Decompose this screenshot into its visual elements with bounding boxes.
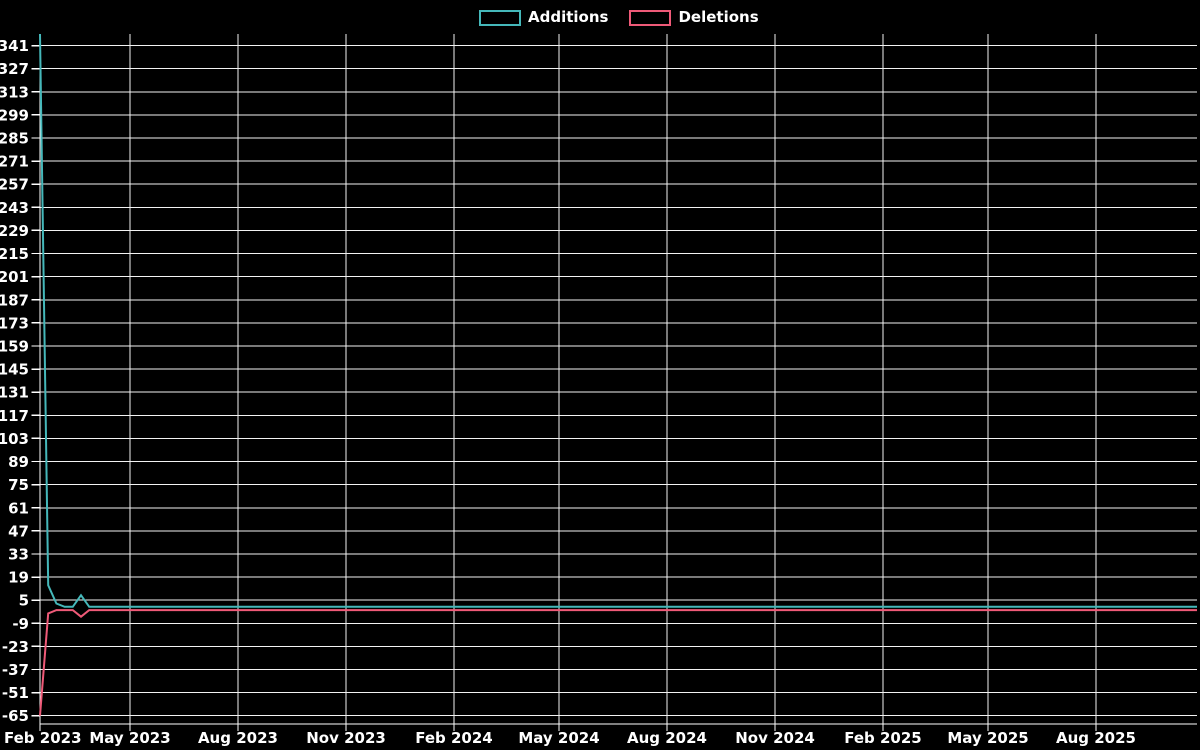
tick-labels: 341 327 313 299 285 271 257 243 229 215 201 187 173 1… [0, 37, 1136, 747]
chart-legend: Additions Deletions [479, 9, 759, 26]
additions-line [39, 33, 1197, 608]
y-tick-label: 285 [0, 129, 29, 147]
axes [39, 34, 1197, 725]
x-tick-label: Nov 2023 [306, 729, 386, 747]
x-tick-label: May 2024 [518, 729, 599, 747]
x-tick-label: Feb 2025 [844, 729, 922, 747]
legend-item-deletions[interactable]: Deletions [629, 8, 759, 26]
y-tick-label: 33 [8, 545, 29, 563]
deletions-line [39, 609, 1197, 716]
y-tick-label: 243 [0, 199, 29, 217]
y-tick-label: 341 [0, 37, 29, 55]
legend-label-deletions: Deletions [678, 8, 759, 26]
y-tick-label: 61 [8, 499, 29, 517]
x-tick-label: Feb 2023 [4, 729, 82, 747]
deletions-swatch [629, 9, 672, 26]
y-tick-label: -65 [2, 707, 29, 725]
x-tick-label: Aug 2024 [627, 729, 707, 747]
y-tick-label: 47 [8, 522, 29, 540]
legend-item-additions[interactable]: Additions [479, 9, 608, 26]
y-tick-label: 201 [0, 268, 29, 286]
y-tick-label: 313 [0, 83, 29, 101]
y-tick-label: 89 [8, 453, 29, 471]
y-tick-label: -51 [2, 684, 29, 702]
y-tick-label: 5 [19, 592, 29, 610]
y-tick-label: 145 [0, 361, 29, 379]
x-tick-label: Feb 2024 [415, 729, 493, 747]
x-tick-label: Nov 2024 [735, 729, 815, 747]
y-tick-label: 327 [0, 60, 29, 78]
y-tick-label: 131 [0, 384, 29, 402]
x-tick-label: Aug 2025 [1056, 729, 1136, 747]
y-tick-label: 187 [0, 291, 29, 309]
additions-swatch [479, 9, 521, 26]
y-tick-label: 75 [8, 476, 29, 494]
y-tick-label: 159 [0, 337, 29, 355]
y-tick-label: 103 [0, 430, 29, 448]
y-tick-label: 229 [0, 222, 29, 240]
y-tick-label: 299 [0, 106, 29, 124]
y-tick-label: 117 [0, 407, 29, 425]
x-tick-label: May 2025 [947, 729, 1028, 747]
x-tick-label: May 2023 [89, 729, 170, 747]
y-tick-label: 257 [0, 176, 29, 194]
y-tick-label: 173 [0, 314, 29, 332]
gridlines [39, 34, 1197, 724]
x-tick-label: Aug 2023 [198, 729, 278, 747]
y-tick-label: 271 [0, 153, 29, 171]
y-tick-label: -23 [2, 638, 29, 656]
y-tick-label: 215 [0, 245, 29, 263]
y-tick-label: -9 [12, 615, 29, 633]
legend-label-additions: Additions [528, 8, 609, 26]
y-tick-label: -37 [2, 661, 29, 679]
tick-marks [31, 44, 1097, 731]
y-tick-label: 19 [8, 569, 29, 587]
